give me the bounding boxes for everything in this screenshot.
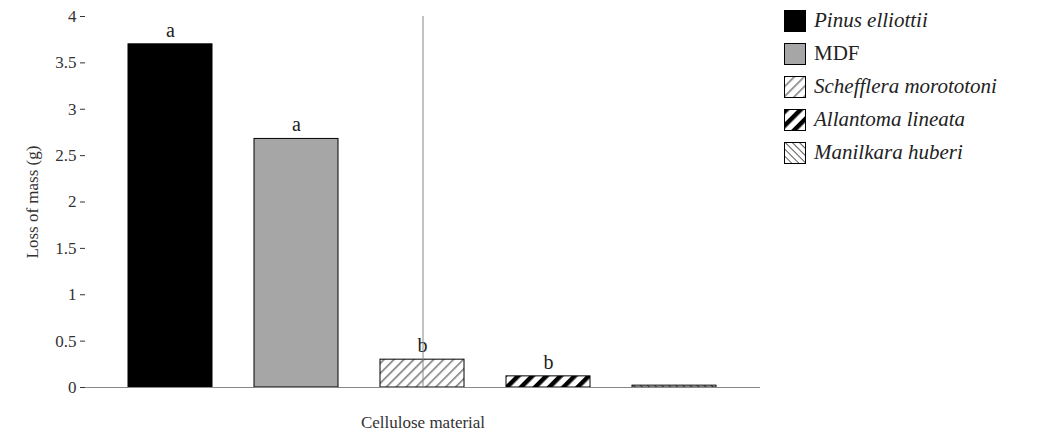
svg-text:1: 1: [68, 285, 77, 304]
svg-text:a: a: [292, 113, 301, 135]
svg-text:2.5: 2.5: [55, 146, 76, 165]
svg-text:b: b: [544, 351, 554, 373]
html-text:Allantoma lineata: Allantoma lineata: [814, 107, 966, 131]
html-text:Schefflera morototoni: Schefflera morototoni: [814, 74, 997, 98]
svg-text:Cellulose material: Cellulose material: [361, 413, 485, 432]
svg-text:0: 0: [68, 378, 77, 397]
html-text:MDF: MDF: [814, 41, 860, 65]
html-text:Manilkara huberi: Manilkara huberi: [814, 140, 963, 164]
svg-text:4: 4: [68, 7, 77, 26]
svg-text:0.5: 0.5: [55, 332, 76, 351]
svg-text:3: 3: [68, 100, 77, 119]
svg-text:1.5: 1.5: [55, 239, 76, 258]
html-text:Pinus elliottii: Pinus elliottii: [814, 8, 928, 32]
svg-text:a: a: [166, 19, 175, 41]
svg-text:3.5: 3.5: [55, 53, 76, 72]
svg-text:2: 2: [68, 192, 77, 211]
svg-text:b: b: [417, 334, 428, 357]
svg-text:Loss of mass (g): Loss of mass (g): [23, 146, 42, 259]
